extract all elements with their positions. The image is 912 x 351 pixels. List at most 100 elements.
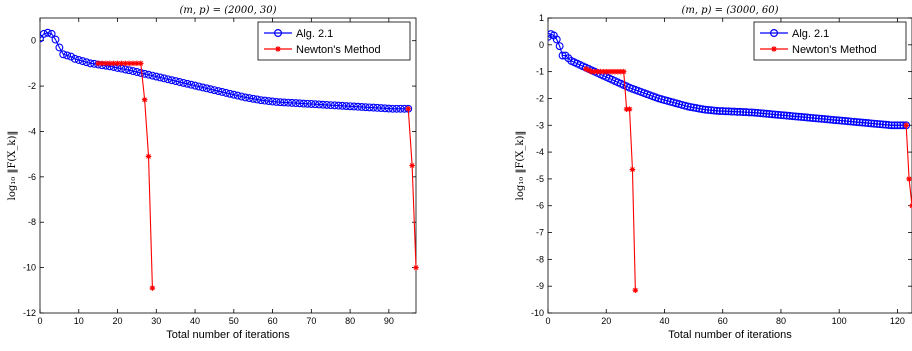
data-point xyxy=(750,108,759,117)
x-tick-label: 0 xyxy=(545,316,550,326)
data-point xyxy=(753,108,762,117)
data-point xyxy=(887,121,896,130)
data-point xyxy=(762,109,771,118)
legend-marker xyxy=(769,29,778,38)
y-tick-label: -2 xyxy=(536,93,544,103)
data-point xyxy=(782,111,791,120)
data-point xyxy=(739,108,748,117)
data-point xyxy=(826,115,835,124)
data-point xyxy=(797,113,806,121)
data-point xyxy=(779,111,788,120)
data-point xyxy=(774,110,782,119)
y-tick-label: 0 xyxy=(31,36,36,46)
data-point xyxy=(852,118,861,127)
data-point xyxy=(626,106,633,112)
data-point xyxy=(152,72,161,81)
data-point xyxy=(179,78,188,87)
data-point xyxy=(47,29,56,38)
chart-panel-1: (m, p) = (2000, 30)0 10 20 30 40 50 60 70 80 900-… xyxy=(7,5,419,341)
data-point xyxy=(832,116,841,125)
data-point xyxy=(214,87,223,96)
data-point xyxy=(206,85,215,94)
data-point xyxy=(194,82,203,91)
y-tick-label: -6 xyxy=(28,172,36,182)
legend-marker xyxy=(274,29,283,38)
plot-data xyxy=(40,28,419,291)
data-point xyxy=(806,113,815,122)
series-newton-s-method xyxy=(95,60,419,291)
data-point xyxy=(841,117,849,125)
data-point xyxy=(129,67,137,76)
data-point xyxy=(346,102,355,111)
data-point xyxy=(268,97,277,106)
data-point xyxy=(141,96,148,103)
data-point xyxy=(903,122,909,129)
data-point xyxy=(40,34,44,43)
data-point xyxy=(777,111,785,120)
data-point xyxy=(629,166,636,173)
y-tick-label: -8 xyxy=(536,254,544,264)
data-point xyxy=(555,42,564,51)
data-point xyxy=(870,119,879,128)
data-point xyxy=(906,176,912,182)
x-tick-label: 10 xyxy=(74,316,84,326)
y-tick-label: 1 xyxy=(539,13,544,23)
y-tick-label: -4 xyxy=(28,126,36,136)
data-point xyxy=(338,101,347,110)
data-point xyxy=(253,95,262,104)
data-point xyxy=(136,68,145,77)
data-point xyxy=(409,162,415,169)
x-tick-label: 90 xyxy=(384,316,394,326)
data-point xyxy=(132,68,141,76)
data-point xyxy=(881,120,890,129)
x-axis-label: Total number of iterations xyxy=(166,329,290,341)
data-point xyxy=(884,121,893,129)
y-tick-label: -4 xyxy=(536,147,544,157)
data-point xyxy=(315,100,324,109)
data-point xyxy=(721,107,730,116)
data-point xyxy=(384,104,393,113)
data-point xyxy=(686,103,695,111)
series-line xyxy=(548,33,907,126)
data-point xyxy=(873,119,882,128)
data-point xyxy=(710,106,718,115)
data-point xyxy=(730,107,739,116)
data-point xyxy=(70,54,79,63)
legend-marker xyxy=(275,46,281,52)
data-point xyxy=(175,78,184,86)
data-point xyxy=(353,102,362,111)
data-point xyxy=(156,73,165,82)
data-point xyxy=(249,94,258,103)
data-point xyxy=(814,114,823,123)
data-point xyxy=(373,103,382,112)
data-point xyxy=(303,99,312,108)
data-point xyxy=(288,98,296,107)
legend-label: Newton's Method xyxy=(296,44,381,56)
data-point xyxy=(284,98,293,107)
data-point xyxy=(149,285,156,291)
data-point xyxy=(59,50,68,59)
data-point xyxy=(893,121,902,130)
legend-box xyxy=(257,21,411,61)
x-tick-label: 0 xyxy=(37,316,42,326)
data-point xyxy=(299,99,308,108)
y-tick-label: 0 xyxy=(539,40,544,50)
data-point xyxy=(867,119,876,128)
data-point xyxy=(229,90,238,99)
data-point xyxy=(876,120,884,129)
data-point xyxy=(820,115,829,124)
data-point xyxy=(233,91,242,100)
data-point xyxy=(788,112,797,121)
legend: Alg. 2.1 Newton's Method xyxy=(753,21,907,61)
data-point xyxy=(74,56,83,64)
data-point xyxy=(689,103,698,112)
x-tick-label: 60 xyxy=(718,316,728,326)
y-tick-label: -3 xyxy=(536,120,544,130)
legend-marker xyxy=(771,46,777,52)
data-point xyxy=(264,97,273,106)
data-point xyxy=(552,35,561,44)
data-point xyxy=(712,106,721,115)
data-point xyxy=(311,100,320,109)
data-point xyxy=(198,83,207,92)
data-point xyxy=(63,51,72,60)
